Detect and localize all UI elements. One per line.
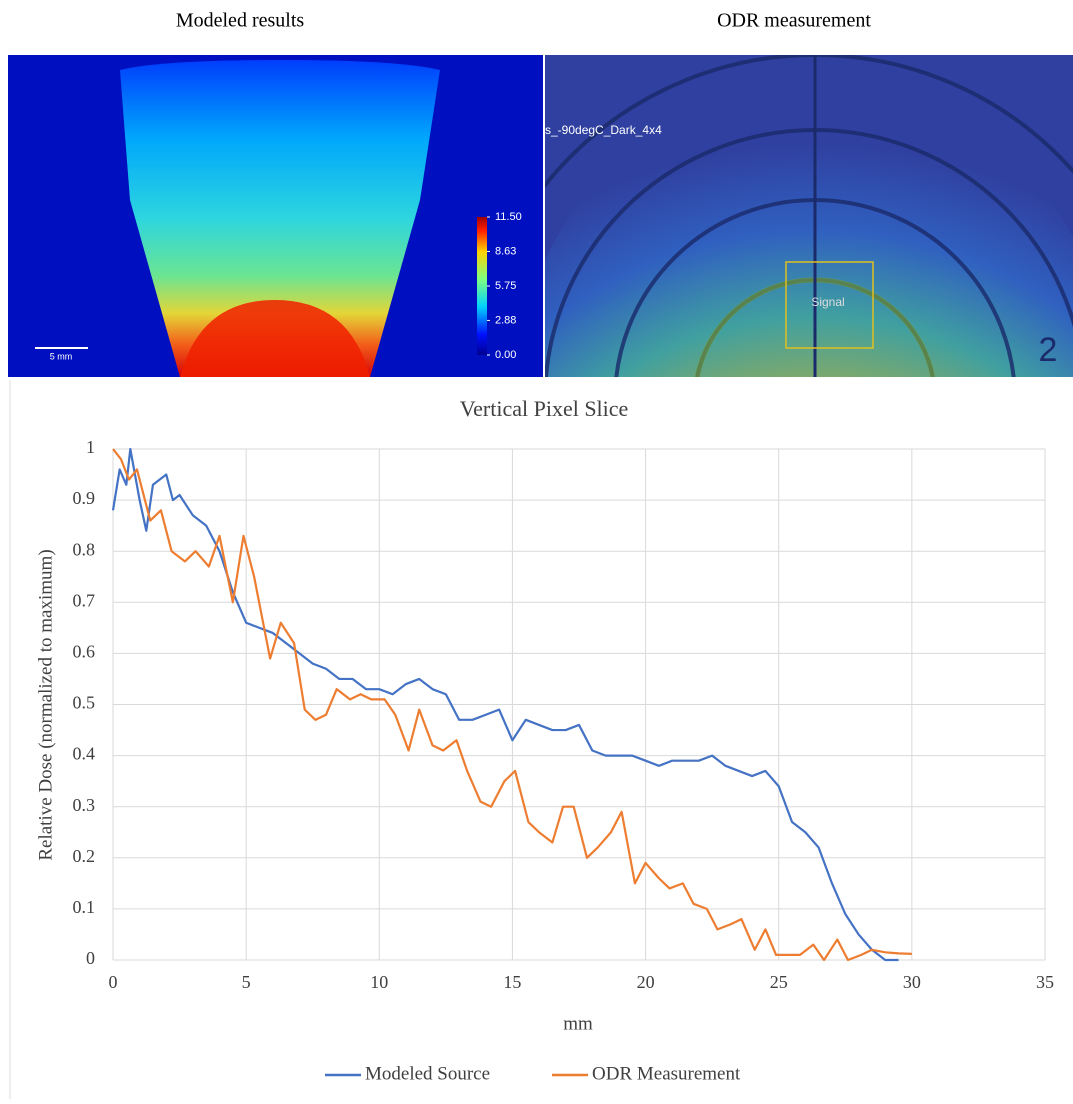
odr-panel: Signal s_-90degC_Dark_4x4 2 bbox=[545, 55, 1073, 377]
y-tick-label: 0 bbox=[86, 948, 95, 968]
x-tick-label: 15 bbox=[503, 972, 521, 992]
y-axis-label: Relative Dose (normalized to maximum) bbox=[35, 549, 56, 860]
colorbar-tick-label: 11.50 bbox=[495, 211, 522, 223]
y-tick-label: 0.5 bbox=[73, 693, 96, 713]
colorbar-tick-label: 0.00 bbox=[495, 349, 516, 361]
dose-plume bbox=[120, 60, 440, 377]
x-tick-label: 30 bbox=[903, 972, 921, 992]
y-tick-label: 0.8 bbox=[73, 539, 96, 559]
colorbar bbox=[477, 217, 487, 355]
roi-box bbox=[785, 261, 874, 349]
y-tick-label: 0.1 bbox=[73, 897, 96, 917]
scale-bar-label: 5 mm bbox=[50, 351, 73, 361]
legend-label: ODR Measurement bbox=[592, 1063, 741, 1084]
dose-core bbox=[180, 300, 370, 377]
colorbar-tick-label: 2.88 bbox=[495, 314, 516, 326]
chart-title: Vertical Pixel Slice bbox=[460, 396, 629, 421]
x-tick-label: 20 bbox=[637, 972, 655, 992]
x-axis-label: mm bbox=[563, 1013, 593, 1034]
ring-label: 2 bbox=[1039, 331, 1058, 369]
colorbar-tick-label: 8.63 bbox=[495, 245, 516, 257]
panel-title: ODR measurement bbox=[717, 10, 871, 32]
file-label: s_-90degC_Dark_4x4 bbox=[545, 123, 662, 137]
y-tick-label: 0.9 bbox=[73, 488, 96, 508]
y-tick-label: 0.3 bbox=[73, 795, 96, 815]
x-tick-label: 10 bbox=[370, 972, 388, 992]
odr-signal bbox=[545, 80, 1073, 377]
heatmap-panel: 5 mm 11.50 8.63 5.75 2.88 0.00 bbox=[8, 55, 543, 377]
x-tick-label: 35 bbox=[1036, 972, 1054, 992]
x-tick-label: 5 bbox=[242, 972, 251, 992]
legend-label: Modeled Source bbox=[365, 1063, 490, 1084]
y-tick-label: 0.4 bbox=[73, 744, 96, 764]
y-tick-label: 0.7 bbox=[73, 590, 96, 610]
data-line bbox=[112, 448, 912, 962]
roi-label: Signal bbox=[811, 295, 844, 309]
y-tick-label: 1 bbox=[86, 437, 95, 457]
panel-title: Modeled results bbox=[176, 10, 305, 32]
y-tick-label: 0.2 bbox=[73, 846, 96, 866]
colorbar-tick-label: 5.75 bbox=[495, 280, 516, 292]
x-tick-label: 0 bbox=[109, 972, 118, 992]
data-line bbox=[111, 447, 899, 962]
x-tick-label: 25 bbox=[770, 972, 788, 992]
y-tick-label: 0.6 bbox=[73, 642, 96, 662]
